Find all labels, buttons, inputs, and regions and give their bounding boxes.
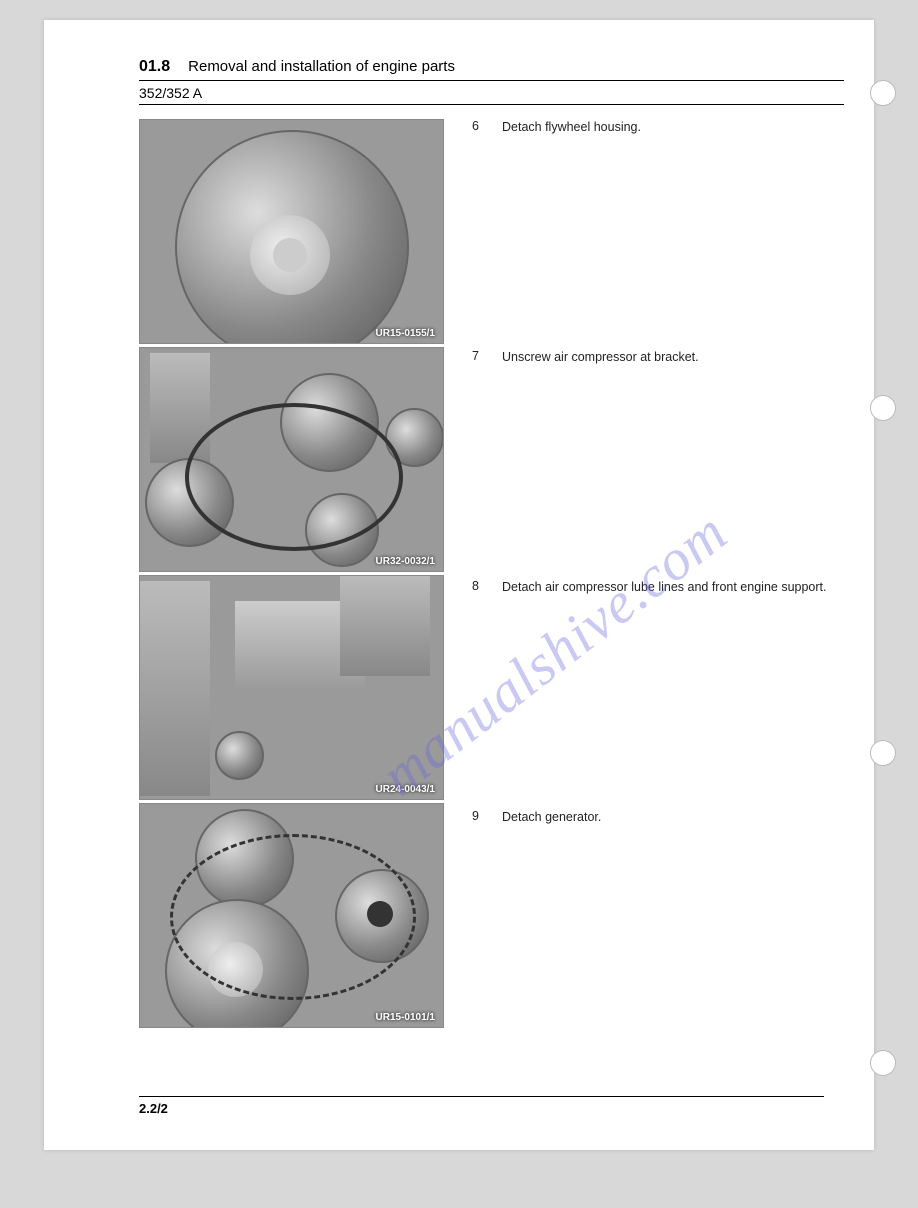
step-text: Detach flywheel housing. (502, 119, 651, 136)
content-area: UR15-0155/1 UR32-0032/1 UR24-0043/1 (139, 119, 844, 1031)
section-number: 01.8 (139, 58, 170, 76)
punch-hole-icon (870, 395, 896, 421)
photo-flywheel-housing: UR15-0155/1 (139, 119, 444, 344)
photo-column: UR15-0155/1 UR32-0032/1 UR24-0043/1 (139, 119, 444, 1031)
model-subheader: 352/352 A (139, 81, 844, 105)
photo-caption: UR32-0032/1 (376, 556, 435, 567)
page-footer: 2.2/2 (139, 1096, 824, 1116)
punch-hole-icon (870, 80, 896, 106)
punch-hole-icon (870, 740, 896, 766)
photo-air-compressor-bracket: UR32-0032/1 (139, 347, 444, 572)
step-row: 6 Detach flywheel housing. (472, 119, 651, 136)
page-header: 01.8 Removal and installation of engine … (139, 58, 844, 81)
photo-generator: UR15-0101/1 (139, 803, 444, 1028)
step-number: 6 (472, 119, 484, 136)
step-row: 9 Detach generator. (472, 809, 611, 826)
photo-caption: UR24-0043/1 (376, 784, 435, 795)
photo-caption: UR15-0155/1 (376, 328, 435, 339)
photo-lube-lines: UR24-0043/1 (139, 575, 444, 800)
punch-hole-icon (870, 1050, 896, 1076)
step-text: Detach generator. (502, 809, 611, 826)
step-text: Unscrew air compressor at bracket. (502, 349, 709, 366)
step-number: 9 (472, 809, 484, 826)
step-row: 7 Unscrew air compressor at bracket. (472, 349, 709, 366)
photo-caption: UR15-0101/1 (376, 1012, 435, 1023)
steps-column: 6 Detach flywheel housing. 7 Unscrew air… (472, 119, 844, 1031)
step-number: 7 (472, 349, 484, 366)
manual-page: 01.8 Removal and installation of engine … (44, 20, 874, 1150)
section-title: Removal and installation of engine parts (188, 58, 455, 75)
step-text: Detach air compressor lube lines and fro… (502, 579, 837, 596)
step-number: 8 (472, 579, 484, 596)
step-row: 8 Detach air compressor lube lines and f… (472, 579, 837, 596)
